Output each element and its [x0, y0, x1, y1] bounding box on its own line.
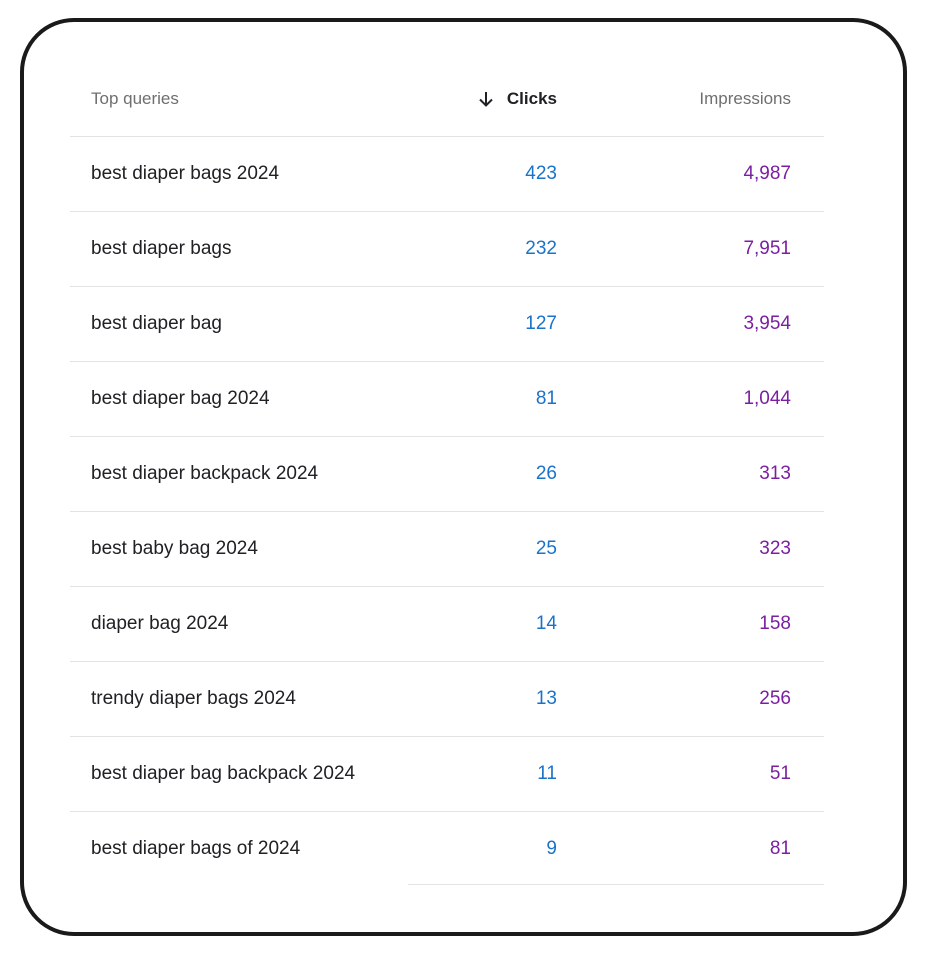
query-cell: best diaper backpack 2024 — [91, 463, 319, 484]
table-row[interactable]: best diaper bag 2024 81 1,044 — [70, 362, 824, 437]
query-cell: best diaper bags — [91, 238, 232, 259]
query-cell: best diaper bag 2024 — [91, 388, 270, 409]
impressions-cell: 4,987 — [743, 163, 791, 184]
table-row[interactable]: trendy diaper bags 2024 13 256 — [70, 662, 824, 737]
clicks-cell: 14 — [535, 613, 557, 634]
table-row[interactable]: diaper bag 2024 14 158 — [70, 587, 824, 662]
clicks-cell: 127 — [525, 313, 557, 334]
query-cell: best diaper bags 2024 — [91, 163, 280, 184]
query-cell: trendy diaper bags 2024 — [91, 688, 296, 709]
impressions-cell: 323 — [759, 538, 791, 559]
impressions-cell: 7,951 — [743, 238, 791, 259]
clicks-cell: 232 — [525, 238, 557, 259]
column-header-queries[interactable]: Top queries — [91, 89, 179, 108]
arrow-down-icon — [477, 90, 495, 108]
impressions-cell: 1,044 — [743, 388, 791, 409]
top-queries-table: Top queries Clicks Impressions best diap… — [70, 62, 824, 886]
clicks-cell: 26 — [535, 463, 557, 484]
clicks-cell: 423 — [525, 163, 557, 184]
impressions-cell: 3,954 — [743, 313, 791, 334]
impressions-cell: 81 — [769, 838, 791, 859]
impressions-cell: 51 — [769, 763, 791, 784]
clicks-header-label: Clicks — [506, 89, 557, 108]
column-header-impressions[interactable]: Impressions — [699, 89, 791, 108]
impressions-cell: 158 — [759, 613, 791, 634]
query-cell: diaper bag 2024 — [91, 613, 229, 634]
query-cell: best baby bag 2024 — [91, 538, 258, 559]
table-row[interactable]: best diaper bags 2024 423 4,987 — [70, 137, 824, 212]
clicks-cell: 25 — [535, 538, 557, 559]
table-row[interactable]: best diaper backpack 2024 26 313 — [70, 437, 824, 512]
table-row[interactable]: best diaper bags of 2024 9 81 — [70, 812, 824, 886]
query-cell: best diaper bags of 2024 — [91, 838, 301, 859]
query-cell: best diaper bag — [91, 313, 222, 334]
table-header: Top queries Clicks Impressions — [70, 62, 824, 137]
table-row[interactable]: best diaper bag backpack 2024 11 51 — [70, 737, 824, 812]
impressions-cell: 256 — [759, 688, 791, 709]
query-cell: best diaper bag backpack 2024 — [91, 763, 356, 784]
impressions-cell: 313 — [759, 463, 791, 484]
card-frame — [20, 18, 907, 936]
table-row[interactable]: best baby bag 2024 25 323 — [70, 512, 824, 587]
table-row[interactable]: best diaper bag 127 3,954 — [70, 287, 824, 362]
clicks-cell: 13 — [535, 688, 557, 709]
table-bottom-divider — [408, 884, 824, 885]
table-row[interactable]: best diaper bags 232 7,951 — [70, 212, 824, 287]
clicks-cell: 81 — [535, 388, 557, 409]
clicks-cell: 9 — [546, 838, 557, 859]
clicks-cell: 11 — [537, 763, 557, 784]
column-header-clicks[interactable]: Clicks — [410, 89, 557, 109]
